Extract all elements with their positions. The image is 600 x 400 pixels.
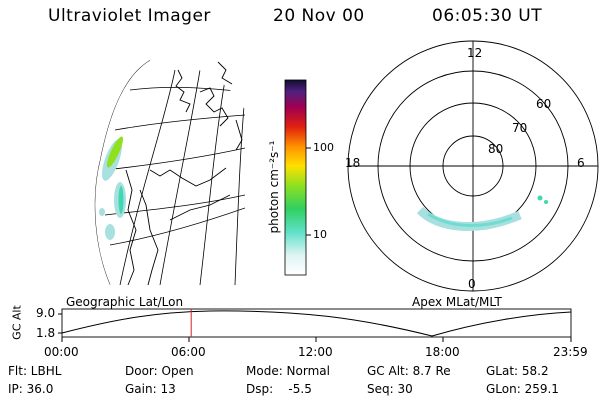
aurora-geographic [99, 136, 126, 240]
mlt-label-12: 12 [467, 46, 483, 60]
orbit-xtick-1800: 18:00 [425, 345, 460, 359]
orbit-xtick-2359: 23:59 [553, 345, 588, 359]
orbit-left-title: Geographic Lat/Lon [66, 295, 184, 309]
status-seq: Seq: 30 [367, 382, 413, 396]
altitude-curve [61, 310, 572, 337]
orbit-ytick-1-8: 1.8 [36, 326, 56, 340]
instrument-title: Ultraviolet Imager [48, 6, 211, 26]
parallel-line [114, 114, 245, 131]
mlt-label-6: 6 [577, 156, 585, 170]
orbit-right-title: Apex MLat/MLT [412, 295, 502, 309]
status-gain: Gain: 13 [125, 382, 176, 396]
lat-label-80: 80 [488, 142, 504, 156]
globe-limb [94, 60, 151, 285]
aurora-polar [416, 195, 548, 231]
orbit-xtick-0000: 00:00 [44, 345, 79, 359]
time-label: 06:05:30 UT [432, 6, 543, 26]
lat-label-60: 60 [536, 97, 552, 111]
mlt-label-0: 0 [468, 277, 476, 291]
parallel-line [104, 147, 245, 171]
status-mode: Mode: Normal [246, 364, 330, 378]
status-filter: Flt: LBHL [8, 364, 62, 378]
status-glat: GLat: 58.2 [486, 364, 549, 378]
orbit-xtick-1200: 12:00 [298, 345, 333, 359]
meridian-line [199, 79, 226, 285]
coastline [125, 61, 243, 286]
orbit-frame [61, 308, 572, 338]
orbit-ylabel: GC Alt [10, 305, 24, 340]
meridian-line [159, 69, 201, 285]
lat-label-70: 70 [512, 121, 528, 135]
mlt-label-18: 18 [345, 156, 361, 170]
colorbar-tick-100: 100 [313, 141, 334, 154]
status-dsp: Dsp: -5.5 [246, 382, 312, 396]
status-gc-alt: GC Alt: 8.7 Re [367, 364, 451, 378]
status-ip: IP: 36.0 [8, 382, 54, 396]
date-label: 20 Nov 00 [273, 6, 365, 26]
status-door: Door: Open [125, 364, 194, 378]
meridian-line [119, 69, 176, 285]
orbit-ytick-9: 9.0 [36, 306, 56, 320]
status-glon: GLon: 259.1 [486, 382, 559, 396]
colorbar-tick-10: 10 [313, 228, 327, 241]
orbit-xtick-0600: 06:00 [171, 345, 206, 359]
parallel-line [109, 207, 245, 246]
